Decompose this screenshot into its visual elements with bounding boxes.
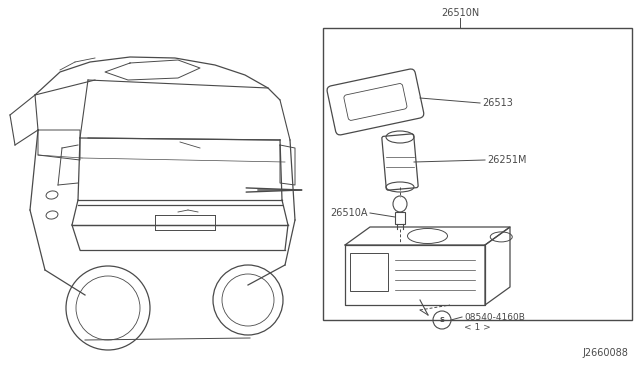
Text: 26510A: 26510A — [330, 208, 368, 218]
Text: 26513: 26513 — [482, 98, 513, 108]
Bar — [323, 28, 632, 320]
Text: 26510N: 26510N — [441, 8, 479, 18]
Text: S: S — [440, 317, 445, 323]
Bar — [350, 253, 388, 291]
Text: J2660088: J2660088 — [582, 348, 628, 358]
Text: 08540-4160B: 08540-4160B — [464, 312, 525, 321]
Text: < 1 >: < 1 > — [464, 323, 491, 331]
Text: 26251M: 26251M — [487, 155, 527, 165]
Bar — [395, 212, 405, 224]
